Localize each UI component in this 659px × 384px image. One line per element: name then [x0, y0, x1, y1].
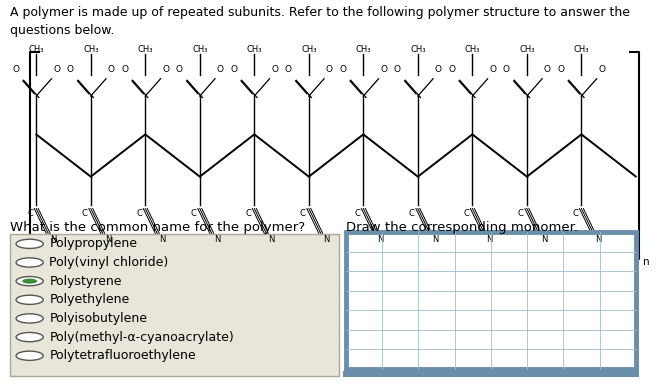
Text: O: O: [394, 65, 401, 74]
Text: C: C: [300, 209, 306, 217]
Ellipse shape: [16, 239, 43, 248]
FancyBboxPatch shape: [10, 234, 339, 376]
Text: O: O: [176, 65, 183, 74]
Text: O: O: [67, 65, 74, 74]
Text: O: O: [121, 65, 129, 74]
Text: N: N: [541, 235, 547, 244]
Ellipse shape: [16, 314, 43, 323]
Text: CH₃: CH₃: [519, 45, 534, 54]
Text: N: N: [323, 235, 330, 244]
Text: O: O: [108, 65, 115, 74]
Bar: [343, 371, 639, 377]
Text: N: N: [214, 235, 220, 244]
Text: O: O: [53, 65, 60, 74]
Text: C: C: [572, 209, 578, 217]
Text: C: C: [82, 209, 88, 217]
Text: C: C: [354, 209, 360, 217]
Text: N: N: [595, 235, 602, 244]
Ellipse shape: [16, 276, 43, 286]
Text: Draw the corresponding monomer.: Draw the corresponding monomer.: [346, 221, 578, 234]
Text: O: O: [162, 65, 169, 74]
Text: O: O: [230, 65, 237, 74]
Text: O: O: [272, 65, 278, 74]
Text: CH₃: CH₃: [410, 45, 426, 54]
Text: What is the common name for the polymer?: What is the common name for the polymer?: [10, 221, 305, 234]
Text: Poly(vinyl chloride): Poly(vinyl chloride): [49, 256, 169, 269]
Text: N: N: [159, 235, 165, 244]
Ellipse shape: [16, 333, 43, 342]
Text: CH₃: CH₃: [192, 45, 208, 54]
Text: Polyethylene: Polyethylene: [49, 293, 130, 306]
Text: O: O: [558, 65, 564, 74]
Text: CH₃: CH₃: [83, 45, 98, 54]
Text: CH₃: CH₃: [28, 45, 44, 54]
Text: A polymer is made up of repeated subunits. Refer to the following polymer struct: A polymer is made up of repeated subunit…: [10, 6, 630, 37]
Text: O: O: [448, 65, 455, 74]
Text: O: O: [326, 65, 333, 74]
Text: CH₃: CH₃: [356, 45, 371, 54]
Text: N: N: [378, 235, 384, 244]
FancyBboxPatch shape: [346, 232, 636, 369]
Text: Polypropylene: Polypropylene: [49, 237, 138, 250]
Text: Polystyrene: Polystyrene: [49, 275, 122, 288]
Text: CH₃: CH₃: [138, 45, 153, 54]
Text: Poly(methyl-α-cyanoacrylate): Poly(methyl-α-cyanoacrylate): [49, 331, 234, 344]
Text: N: N: [486, 235, 493, 244]
Text: N: N: [50, 235, 57, 244]
Text: N: N: [432, 235, 438, 244]
Text: CH₃: CH₃: [574, 45, 589, 54]
Text: CH₃: CH₃: [465, 45, 480, 54]
Text: O: O: [285, 65, 292, 74]
Text: O: O: [544, 65, 551, 74]
Text: n: n: [643, 257, 649, 267]
Ellipse shape: [16, 295, 43, 305]
Text: C: C: [463, 209, 469, 217]
Text: C: C: [136, 209, 142, 217]
Ellipse shape: [22, 279, 37, 284]
Text: Polytetrafluoroethylene: Polytetrafluoroethylene: [49, 349, 196, 362]
Text: O: O: [13, 65, 19, 74]
Text: O: O: [380, 65, 387, 74]
Text: O: O: [339, 65, 347, 74]
Text: C: C: [518, 209, 524, 217]
Text: O: O: [217, 65, 224, 74]
Text: N: N: [105, 235, 111, 244]
Text: C: C: [27, 209, 33, 217]
Text: CH₃: CH₃: [301, 45, 316, 54]
Text: CH₃: CH₃: [246, 45, 262, 54]
Text: O: O: [490, 65, 496, 74]
Text: C: C: [190, 209, 196, 217]
Text: O: O: [503, 65, 510, 74]
Text: O: O: [598, 65, 606, 74]
Ellipse shape: [16, 258, 43, 267]
Ellipse shape: [16, 351, 43, 360]
Text: N: N: [268, 235, 275, 244]
Text: Polyisobutylene: Polyisobutylene: [49, 312, 148, 325]
Text: C: C: [245, 209, 251, 217]
Text: O: O: [435, 65, 442, 74]
Text: C: C: [409, 209, 415, 217]
